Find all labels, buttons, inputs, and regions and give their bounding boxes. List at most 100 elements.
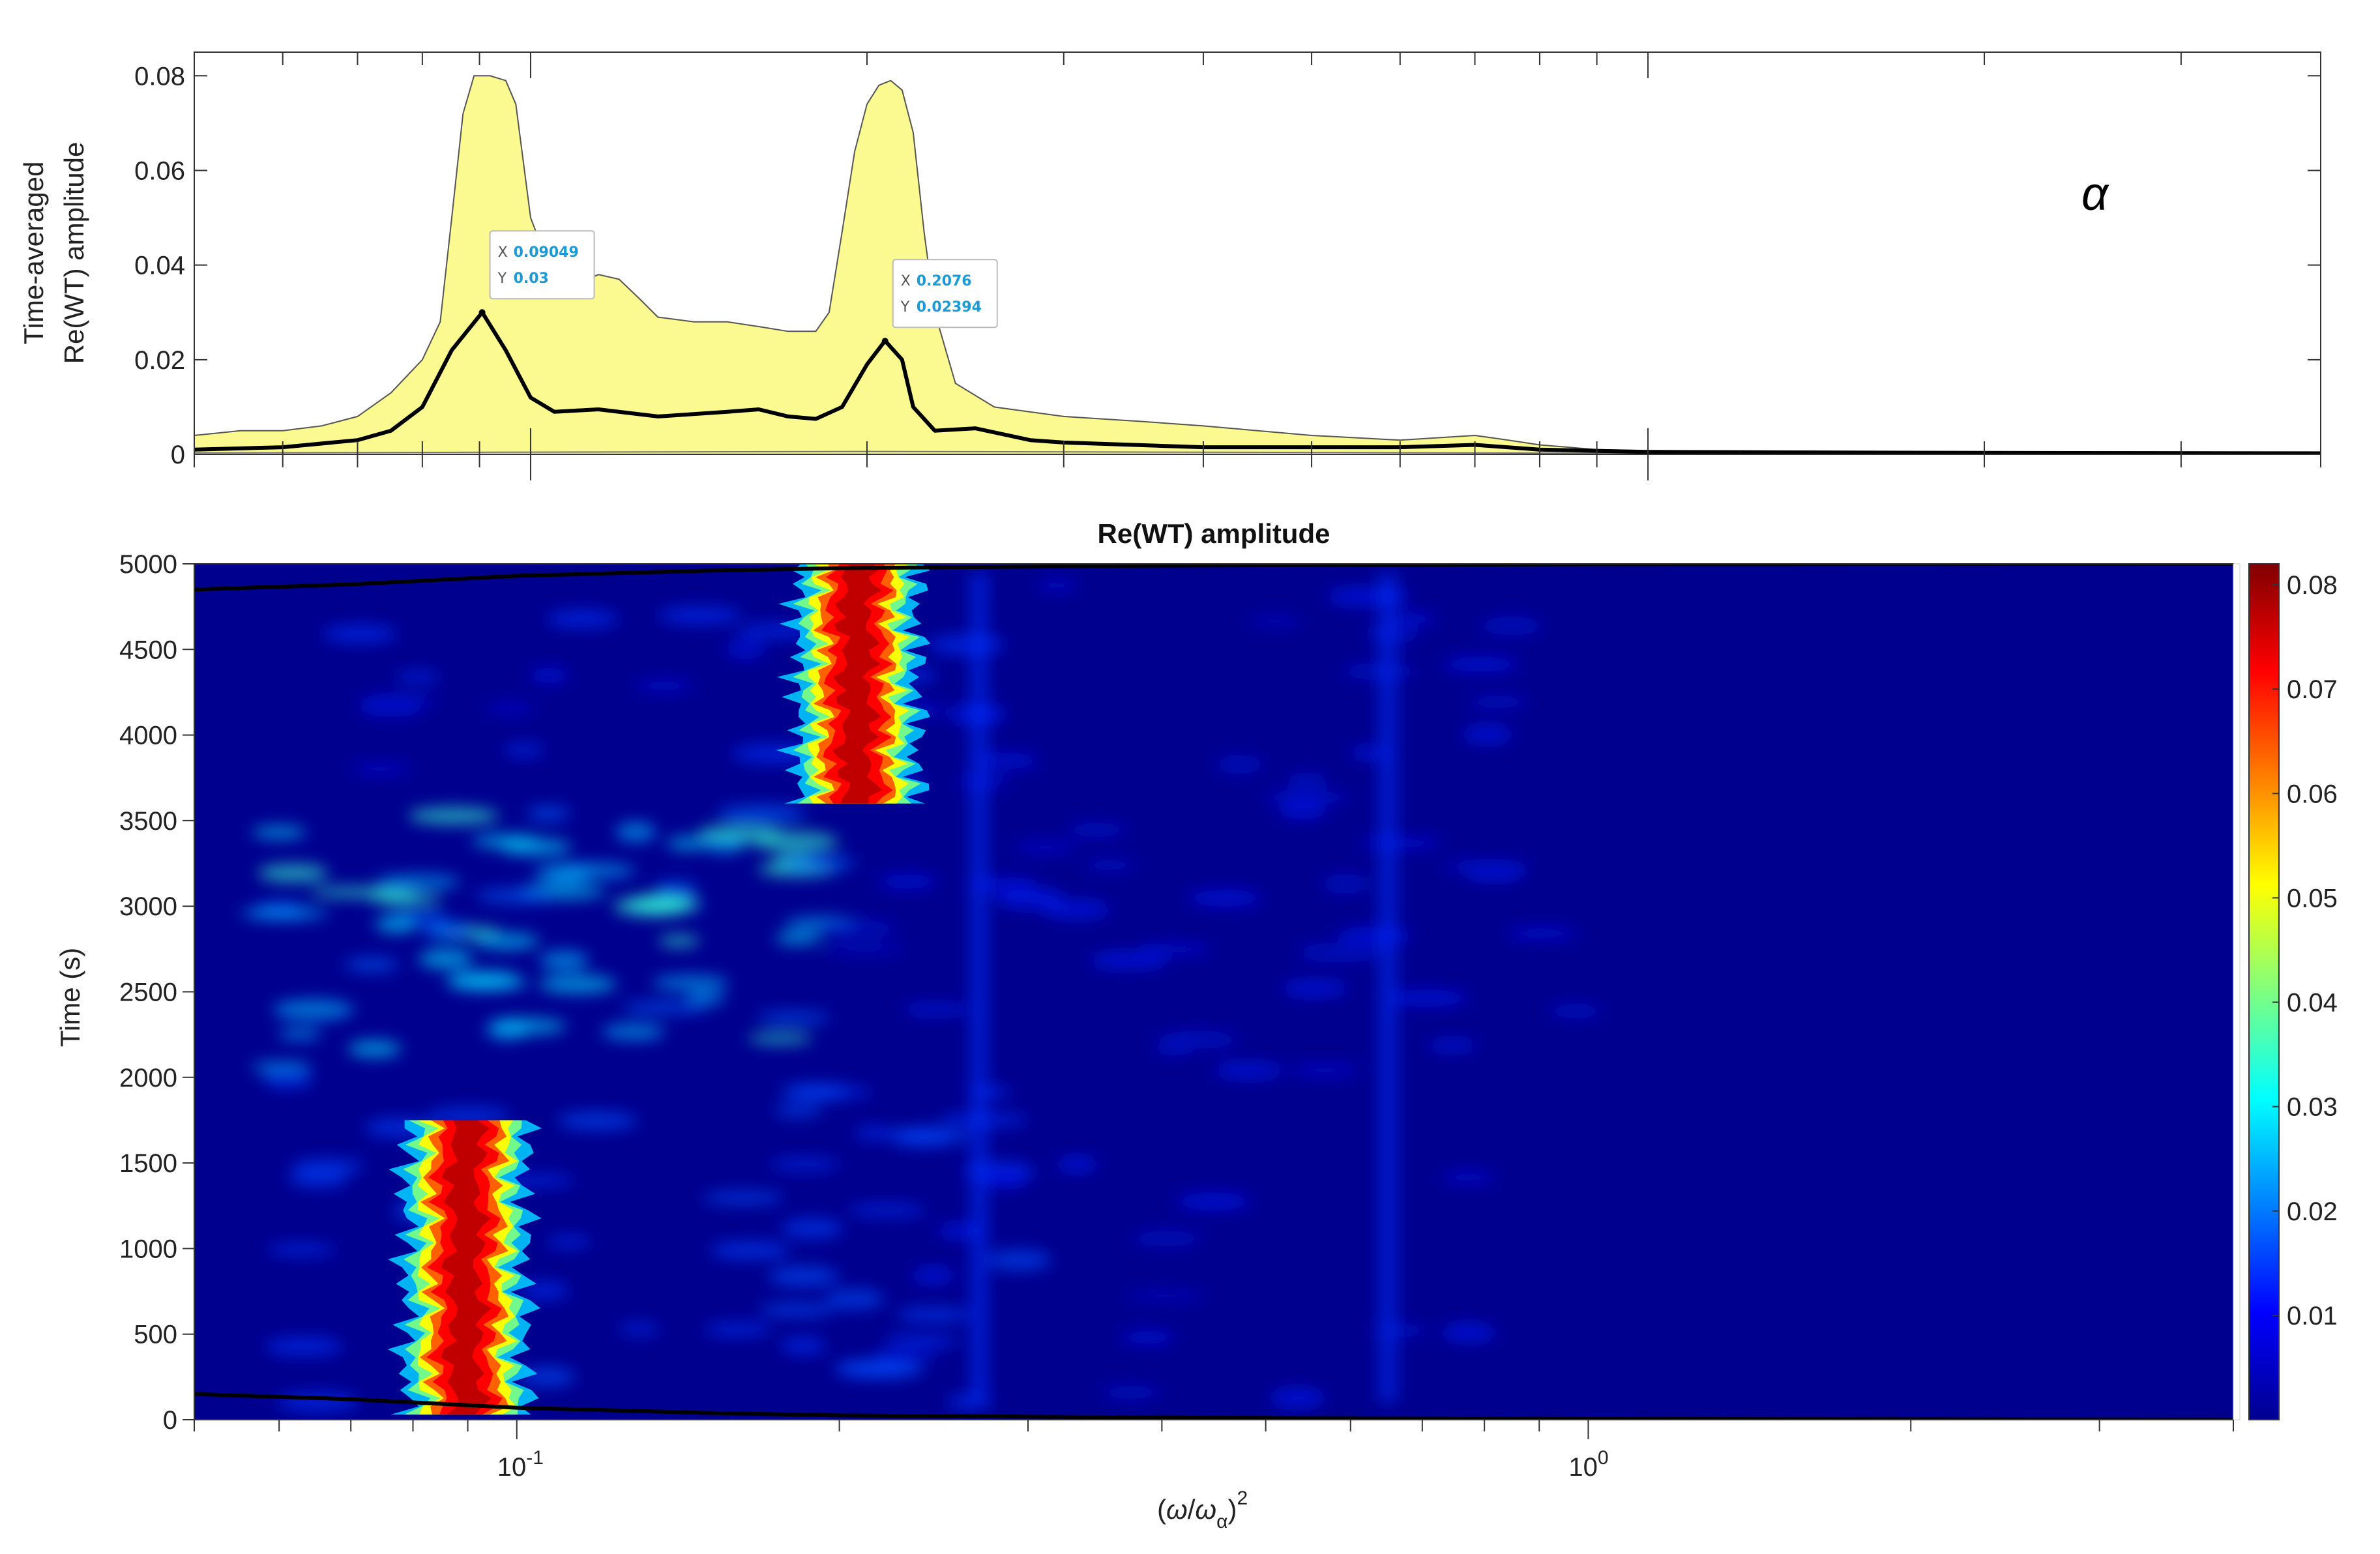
datatip-x-value: 0.2076 — [917, 273, 972, 289]
heat-noise-blob — [1278, 799, 1327, 820]
heat-noise-blob — [350, 763, 411, 774]
top-ylabel-line-2: Re(WT) amplitude — [59, 142, 89, 364]
coi-lower-line — [194, 1392, 2233, 1420]
heat-noise-blob — [421, 920, 472, 939]
heat-noise-blob — [774, 1104, 823, 1117]
heatmap-ytick-label: 1000 — [119, 1235, 177, 1263]
heat-noise-blob — [251, 1061, 312, 1073]
colorbar-tick-label: 0.03 — [2287, 1093, 2338, 1122]
heat-noise-blob — [1385, 989, 1469, 1007]
top-panel: 0 0.02 0.04 0.06 0.08 Time-averaged Re(WT) a… — [18, 51, 2321, 480]
heat-noise-blob — [709, 1241, 791, 1260]
heat-noise-blob — [725, 639, 766, 660]
heat-noise-blob — [252, 826, 306, 839]
heat-noise-blob — [1427, 1040, 1478, 1051]
heat-noise-blob — [1289, 1064, 1361, 1076]
heat-noise-blob — [821, 944, 909, 955]
heat-noise-blob — [618, 1323, 660, 1334]
heat-noise-blob — [375, 915, 417, 933]
datatip-y-label: Y — [497, 271, 507, 287]
heat-noise-blob — [928, 634, 1005, 655]
datatip-y-value: 0.02394 — [917, 299, 982, 315]
heat-noise-blob — [1270, 1388, 1325, 1407]
datatip-marker — [881, 338, 889, 345]
heatmap-ytick-label: 4500 — [119, 636, 177, 664]
heatmap-ytick-label: 3500 — [119, 807, 177, 836]
heatmap-features — [387, 564, 931, 1415]
top-ytick-label: 0.06 — [134, 156, 185, 185]
colorbar-tick-label: 0.04 — [2287, 989, 2338, 1018]
top-ytick-label: 0.08 — [134, 62, 185, 91]
heatmap-xtick-label: 100 — [1568, 1447, 1608, 1482]
colorbar-tick-label: 0.06 — [2287, 780, 2338, 808]
heat-ridge-layer — [832, 564, 883, 804]
heatmap-right-spine — [2233, 563, 2240, 1420]
colorbar-tick-label: 0.01 — [2287, 1302, 2338, 1330]
heat-noise-blob — [887, 1126, 969, 1145]
datatip-y-value: 0.03 — [514, 271, 549, 287]
top-axes-frame — [194, 51, 2321, 455]
top-ytick-label: 0 — [171, 441, 185, 469]
heat-noise-blob — [447, 970, 521, 991]
heatmap-ylabel: Time (s) — [55, 948, 85, 1047]
heat-noise-blob — [685, 991, 726, 1005]
heat-noise-blob — [1359, 837, 1444, 850]
heat-noise-blob — [696, 825, 784, 843]
heat-noise-blob — [358, 702, 421, 716]
heatmap-ytick-label: 4000 — [119, 722, 177, 750]
mean-line — [194, 310, 2321, 454]
heat-noise-blob — [877, 873, 938, 889]
heat-noise-blob — [1506, 927, 1578, 940]
heat-noise-blob — [546, 609, 619, 628]
heat-noise-blob — [615, 822, 656, 842]
heat-noise-blob — [781, 855, 855, 872]
colorbar-tick-label: 0.02 — [2287, 1197, 2338, 1226]
heat-noise-blob — [1263, 789, 1350, 806]
heatmap-ytick-label: 1500 — [119, 1149, 177, 1178]
heat-noise-blob — [257, 864, 329, 883]
heatmap-ytick-label: 2500 — [119, 978, 177, 1007]
datatip-x-label: X — [498, 244, 508, 261]
heat-noise-blob — [366, 888, 419, 903]
heatmap-ytick-label: 3000 — [119, 892, 177, 921]
heat-noise-blob — [1341, 662, 1416, 681]
top-ytick-label: 0.02 — [134, 346, 185, 375]
heat-noise-blob — [265, 1337, 344, 1356]
heat-noise-blob — [780, 1218, 844, 1239]
heat-noise-blob — [774, 931, 821, 945]
heat-noise-blob — [476, 888, 556, 903]
heat-noise-blob — [1393, 613, 1437, 626]
heat-noise-blob — [1442, 656, 1520, 673]
heat-noise-blob — [396, 671, 441, 682]
datatip-box — [489, 230, 595, 300]
heat-noise-blob — [527, 806, 570, 821]
heat-noise-blob — [912, 1267, 955, 1283]
heatmap-ytick-label: 500 — [134, 1321, 177, 1349]
heat-noise-blob — [520, 1282, 570, 1299]
heat-noise-blob — [652, 975, 729, 991]
heat-noise-blob — [666, 836, 709, 851]
heat-noise-blob — [1247, 615, 1303, 627]
colorbar-tick-label: 0.05 — [2287, 884, 2338, 913]
heat-noise-blob — [419, 948, 473, 969]
heat-noise-blob — [987, 1250, 1051, 1270]
heat-noise-blob — [471, 834, 540, 849]
heat-noise-blob — [717, 804, 806, 823]
heat-noise-blob — [1215, 755, 1265, 774]
heat-noise-blob — [557, 1111, 638, 1130]
heat-ridge-layer — [441, 1120, 492, 1415]
datatip-y-label: Y — [900, 299, 910, 315]
heat-noise-blob — [492, 1018, 566, 1034]
heatmap-xtick-label: 10-1 — [497, 1447, 544, 1482]
heat-noise-blob — [375, 874, 461, 890]
datatips: X 0.09049 Y 0.03 X 0.2076 Y 0.02394 — [478, 230, 998, 345]
heat-noise-blob — [475, 933, 540, 950]
heat-noise-blob — [758, 1302, 835, 1317]
heat-noise-blob — [408, 807, 499, 825]
datatip-x-value: 0.09049 — [514, 244, 579, 261]
heat-noise-blob — [538, 975, 617, 993]
heat-noise-blob — [1467, 694, 1528, 709]
heatmap-xlabel: (ω/ωα)2 — [1157, 1488, 1248, 1532]
